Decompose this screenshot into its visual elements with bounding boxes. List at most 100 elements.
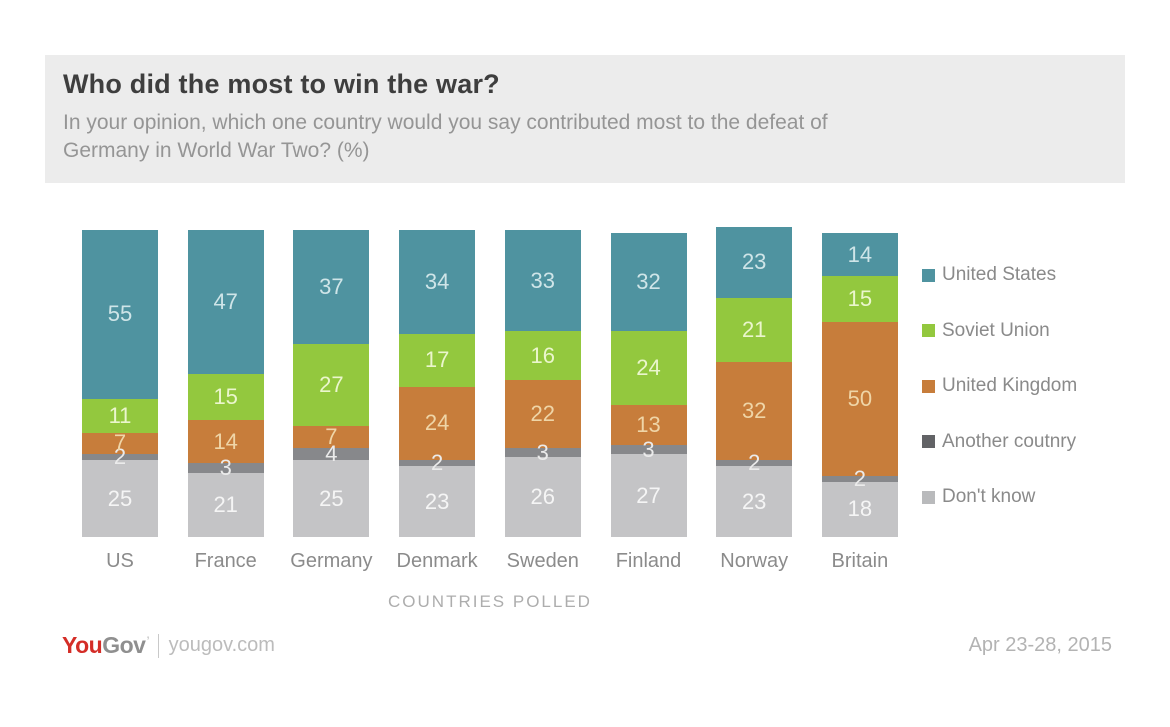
bar-segment: 55 — [82, 230, 158, 399]
bar-segment: 14 — [821, 233, 898, 277]
bar-segment: 15 — [821, 276, 898, 323]
poll-date: Apr 23-28, 2015 — [968, 634, 1112, 656]
legend-item: Soviet Union — [922, 320, 1050, 342]
bar-segment: 33 — [504, 230, 581, 332]
segment-value-label: 25 — [319, 485, 344, 511]
segment-value-label: 3 — [219, 454, 232, 480]
logo-you-text: You — [62, 632, 103, 658]
segment-value-label: 17 — [424, 347, 450, 373]
category-label: Britain — [831, 550, 889, 572]
logo-site-url: yougov.com — [168, 634, 275, 656]
category-label: Finland — [615, 550, 682, 572]
legend-swatch — [922, 435, 935, 449]
legend-swatch — [922, 490, 935, 504]
category-label: Sweden — [506, 550, 579, 572]
legend-swatch — [922, 268, 935, 282]
segment-value-label: 15 — [213, 384, 238, 410]
legend-swatch — [922, 324, 935, 338]
bar-segment: 2 — [716, 452, 793, 474]
segment-value-label: 21 — [213, 491, 238, 517]
legend-label: Don't know — [942, 486, 1036, 508]
segment-value-label: 25 — [107, 485, 133, 511]
segment-value-label: 2 — [430, 450, 444, 476]
segment-value-label: 21 — [741, 316, 767, 342]
segment-value-label: 37 — [319, 273, 344, 299]
yougov-logo: You Gov ’ yougov.com — [62, 632, 275, 659]
legend-label: United States — [942, 264, 1057, 285]
bar-segment: 34 — [399, 230, 476, 335]
bar-segment: 3 — [187, 456, 264, 478]
bar-segment: 27 — [610, 454, 687, 537]
segment-value-label: 32 — [741, 398, 767, 424]
segment-value-label: 16 — [530, 342, 556, 368]
bar-segment: 32 — [716, 362, 793, 461]
bar-segment: 18 — [821, 481, 898, 537]
bar-segment: 3 — [504, 441, 581, 463]
bar-segment: 3 — [610, 438, 687, 460]
bar-segment: 11 — [82, 398, 158, 433]
chart-header: Who did the most to win the war? In your… — [45, 55, 1125, 183]
bar-segment: 21 — [716, 297, 793, 362]
bar-segment: 2 — [821, 467, 898, 489]
bar-segment: 25 — [293, 460, 370, 537]
bar-segment: 27 — [293, 343, 370, 427]
page-subtitle: In your opinion, which one country would… — [63, 111, 828, 162]
bar-segment: 7 — [293, 424, 370, 450]
bar-segment: 13 — [610, 404, 687, 445]
bar-segment: 47 — [187, 230, 264, 375]
segment-value-label: 14 — [847, 241, 873, 267]
category-label: Norway — [720, 550, 789, 572]
logo-tick-mark: ’ — [146, 632, 150, 649]
x-axis-title: COUNTRIES POLLED — [388, 592, 592, 611]
bar-segment: 14 — [187, 420, 264, 464]
legend-label: United Kingdom — [942, 375, 1078, 397]
segment-value-label: 18 — [847, 496, 873, 522]
legend-item: United Kingdom — [922, 375, 1077, 397]
bar-segment: 22 — [504, 380, 581, 448]
legend-label: Another coutnry — [942, 430, 1077, 452]
segment-value-label: 22 — [530, 401, 556, 427]
segment-value-label: 34 — [424, 269, 450, 295]
segment-value-label: 11 — [108, 402, 132, 428]
bar-segment: 24 — [399, 386, 476, 461]
segment-value-label: 4 — [325, 441, 338, 467]
bar-segment: 32 — [610, 233, 687, 332]
segment-value-label: 23 — [741, 249, 767, 275]
category-label: France — [194, 550, 257, 572]
segment-value-label: 23 — [424, 488, 450, 514]
segment-value-label: 23 — [741, 488, 767, 514]
segment-value-label: 7 — [325, 424, 338, 450]
bar-segment: 21 — [187, 472, 264, 537]
segment-value-label: 26 — [530, 484, 556, 510]
segment-value-label: 3 — [536, 439, 549, 465]
segment-value-label: 2 — [113, 444, 127, 470]
segment-value-label: 13 — [636, 411, 661, 437]
legend-item: United States — [922, 264, 1056, 286]
segment-value-label: 24 — [636, 355, 661, 381]
bar-segment: 26 — [504, 457, 581, 537]
segment-value-label: 7 — [113, 430, 127, 456]
segment-value-label: 3 — [642, 436, 655, 462]
segment-value-label: 2 — [853, 465, 867, 491]
bar-segment: 37 — [293, 230, 370, 344]
bar-segment: 50 — [821, 322, 898, 476]
segment-value-label: 32 — [636, 269, 661, 295]
legend-label: Soviet Union — [942, 319, 1050, 341]
category-label: US — [106, 550, 134, 572]
bar-segment: 4 — [293, 443, 370, 465]
segment-value-label: 33 — [530, 267, 556, 293]
legend-item: Another coutnry — [922, 431, 1076, 453]
category-label: Germany — [290, 550, 373, 572]
page-title: Who did the most to win the war? — [63, 69, 500, 99]
bar-segment: 23 — [399, 466, 476, 537]
bar-segment: 24 — [610, 331, 687, 405]
segment-value-label: 47 — [213, 289, 238, 315]
bar-segment: 23 — [716, 226, 793, 298]
category-label: Denmark — [396, 550, 478, 572]
segment-value-label: 24 — [424, 410, 450, 436]
legend-swatch — [922, 379, 935, 393]
segment-value-label: 55 — [107, 301, 133, 327]
bar-segment: 25 — [82, 460, 158, 537]
segment-value-label: 50 — [847, 385, 873, 411]
